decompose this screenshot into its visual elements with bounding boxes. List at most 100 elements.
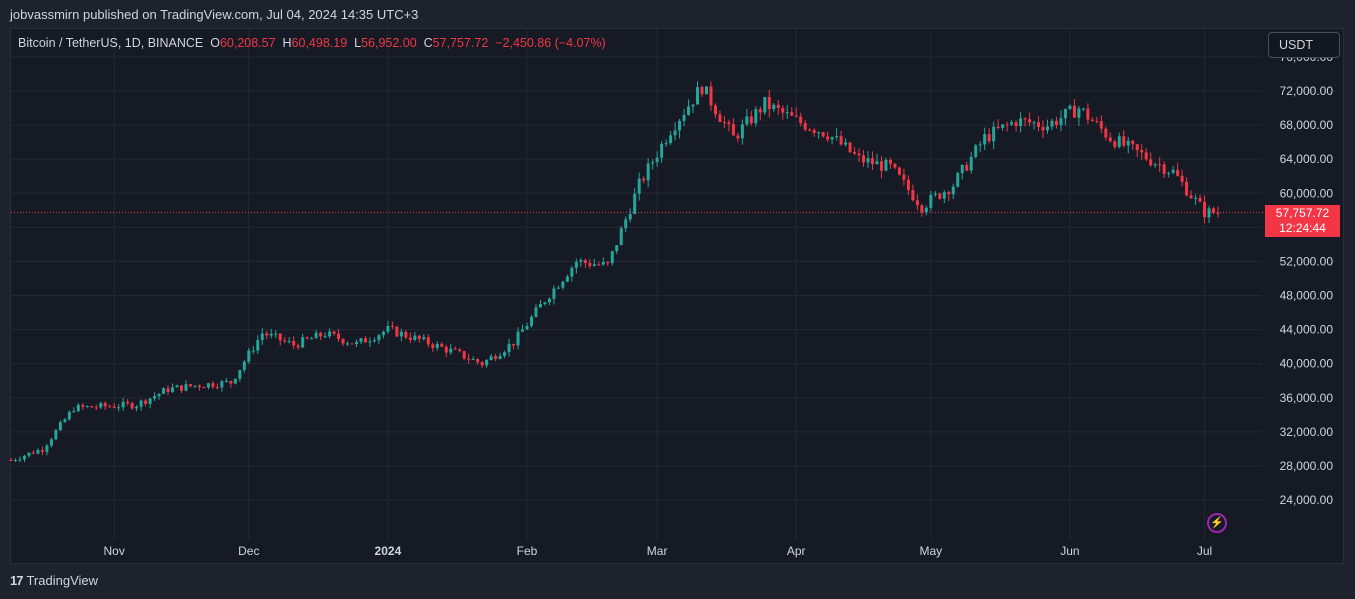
price-tick-label: 32,000.00 [1280, 425, 1334, 439]
candle-body [893, 163, 897, 168]
candle-body [90, 406, 94, 408]
candle-body [211, 383, 215, 388]
footer-brand[interactable]: 17 TradingView [10, 573, 98, 588]
candle-body [1207, 208, 1211, 218]
candle-body [799, 116, 803, 124]
candle-body [987, 134, 991, 142]
candle-body [830, 137, 834, 140]
candle-body [727, 122, 731, 125]
candle-body [588, 263, 592, 266]
candle-body [754, 109, 758, 124]
time-tick-label: Dec [238, 544, 259, 558]
candle-body [736, 135, 740, 139]
candle-body [1023, 118, 1027, 120]
candle-body [579, 260, 583, 262]
candle-body [529, 316, 533, 326]
candle-body [103, 403, 107, 407]
candle-body [440, 343, 444, 347]
candle-body [610, 251, 614, 264]
high-value: 60,498.19 [291, 36, 348, 50]
candle-body [655, 157, 659, 163]
change-value: −2,450.86 (−4.07%) [495, 36, 606, 50]
chart-grid [11, 29, 1262, 540]
candle-body [471, 359, 475, 361]
candle-body [1028, 119, 1032, 123]
candle-body [260, 333, 264, 341]
candle-body [673, 130, 677, 136]
candle-body [1158, 164, 1162, 166]
brand-name: TradingView [26, 573, 99, 588]
candle-body [184, 384, 188, 391]
candle-body [924, 207, 928, 213]
candle-body [49, 439, 53, 446]
candle-body [85, 406, 89, 408]
candle-body [395, 326, 399, 337]
candle-body [480, 362, 484, 366]
lightning-icon[interactable]: ⚡ [1207, 513, 1227, 533]
candle-body [417, 335, 421, 340]
candle-body [63, 419, 67, 423]
candle-body [516, 331, 520, 346]
candle-body [543, 302, 547, 305]
time-axis: Nov Dec 2024 Feb Mar Apr May Jun Jul [104, 544, 1213, 558]
symbol-label: Bitcoin / TetherUS, 1D, BINANCE [18, 36, 204, 50]
candle-body [570, 267, 574, 277]
candle-body [166, 388, 170, 392]
candle-body [453, 348, 457, 350]
candle-body [31, 452, 35, 454]
candle-body [978, 144, 982, 146]
candle-body [1081, 108, 1085, 110]
candle-body [646, 163, 650, 181]
candle-body [108, 406, 112, 408]
candle-body [148, 398, 152, 404]
candle-body [503, 352, 507, 356]
candle-body [628, 213, 632, 220]
currency-button[interactable]: USDT [1268, 32, 1340, 58]
time-tick-label: Nov [104, 544, 125, 558]
candle-body [1005, 124, 1009, 126]
price-tick-label: 40,000.00 [1280, 357, 1334, 371]
candle-body [722, 121, 726, 123]
candle-body [633, 193, 637, 214]
candle-body [323, 336, 327, 338]
candle-body [1068, 105, 1072, 109]
candle-body [525, 325, 529, 330]
candle-body [242, 361, 246, 370]
candle-body [40, 450, 44, 452]
candle-body [377, 335, 381, 341]
price-tick-label: 72,000.00 [1280, 84, 1334, 98]
candle-body [552, 288, 556, 299]
candle-body [287, 340, 291, 342]
candle-body [556, 287, 560, 289]
price-tick-label: 44,000.00 [1280, 323, 1334, 337]
candle-body [233, 378, 237, 384]
price-tick-label: 60,000.00 [1280, 186, 1334, 200]
candle-body [1135, 144, 1139, 151]
candle-body [489, 356, 493, 361]
candle-body [1126, 140, 1130, 146]
candle-body [678, 120, 682, 131]
candle-body [951, 186, 955, 195]
candle-body [521, 329, 525, 332]
candle-body [121, 401, 125, 408]
candle-body [1090, 119, 1094, 122]
candle-body [687, 106, 691, 115]
candle-body [1010, 122, 1014, 125]
candle-body [399, 331, 403, 337]
candle-body [844, 142, 848, 145]
candle-body [117, 407, 121, 409]
candle-body [283, 340, 287, 342]
candle-body [933, 193, 937, 195]
candle-body [350, 343, 354, 345]
candle-body [422, 337, 426, 340]
candle-body [135, 406, 139, 409]
candle-body [1019, 118, 1023, 127]
candle-body [467, 358, 471, 360]
candle-body [669, 135, 673, 144]
candle-body [897, 167, 901, 175]
candle-body [565, 276, 569, 282]
candle-body [458, 349, 462, 352]
candle-body [229, 381, 233, 384]
candle-body [969, 156, 973, 171]
